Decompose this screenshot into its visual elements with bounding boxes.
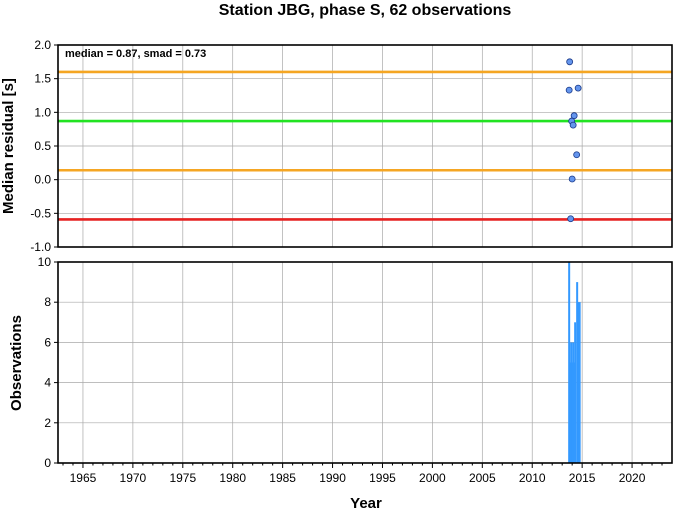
residual-y-ticks: 2.0 1.5 1.0 0.5 0.0 -0.5 -1.0 [30, 38, 58, 254]
median-smad-annotation: median = 0.87, smad = 0.73 [65, 48, 206, 60]
residual-point [565, 86, 573, 94]
residual-y-axis-label: Median residual [s] [0, 78, 17, 214]
year-x-ticks: 1965 1970 1975 1980 1985 1990 1995 2000 2005 2010… [62, 463, 663, 485]
year-tick-label: 2015 [569, 471, 596, 485]
residual-point [567, 215, 575, 223]
year-tick-label: 2010 [519, 471, 546, 485]
residual-y-tick-label: -1.0 [30, 240, 51, 254]
residual-grid [58, 44, 672, 248]
observation-bar [577, 302, 580, 463]
observations-y-tick-label: 8 [44, 295, 51, 309]
residual-point [573, 151, 581, 159]
year-x-axis-label: Year [350, 495, 382, 511]
residual-y-tick-label: 0.5 [34, 139, 51, 153]
year-tick-label: 1990 [319, 471, 346, 485]
observation-bars [568, 262, 581, 463]
residual-y-tick-label: 1.5 [34, 72, 51, 86]
residual-point [569, 121, 577, 129]
observations-plot-frame [57, 261, 673, 464]
year-tick-label: 1980 [219, 471, 246, 485]
observation-bar [578, 302, 581, 463]
residual-points [565, 58, 582, 223]
year-tick-label: 2000 [419, 471, 446, 485]
observation-bar [574, 322, 577, 463]
observations-y-axis-label: Observations [8, 315, 25, 411]
year-tick-label: 1975 [169, 471, 196, 485]
residual-point [566, 58, 574, 66]
observations-panel: 0 2 4 6 8 10 1965 1970 1975 1980 1985 1990 1995 2000… [8, 255, 673, 511]
year-tick-label: 1965 [70, 471, 97, 485]
observations-y-tick-label: 6 [44, 335, 51, 349]
chart-title: Station JBG, phase S, 62 observations [219, 2, 512, 19]
residual-y-tick-label: 1.0 [34, 105, 51, 119]
observations-y-tick-label: 0 [44, 456, 51, 470]
year-tick-label: 1995 [369, 471, 396, 485]
year-tick-label: 2005 [469, 471, 496, 485]
observations-y-ticks: 0 2 4 6 8 10 [38, 255, 58, 470]
residual-point [568, 175, 576, 183]
year-tick-label: 1970 [120, 471, 147, 485]
residual-y-tick-label: 2.0 [34, 38, 51, 52]
residual-y-tick-label: 0.0 [34, 173, 51, 187]
year-tick-label: 1985 [269, 471, 296, 485]
observations-y-tick-label: 4 [44, 376, 51, 390]
residual-point [570, 112, 578, 120]
residual-point [574, 84, 582, 92]
observations-y-tick-label: 10 [38, 255, 52, 269]
residual-panel: 2.0 1.5 1.0 0.5 0.0 -0.5 -1.0 median = 0.87, s… [0, 38, 673, 254]
residual-y-tick-label: -0.5 [30, 206, 51, 220]
year-tick-label: 2020 [619, 471, 646, 485]
observations-y-tick-label: 2 [44, 416, 51, 430]
